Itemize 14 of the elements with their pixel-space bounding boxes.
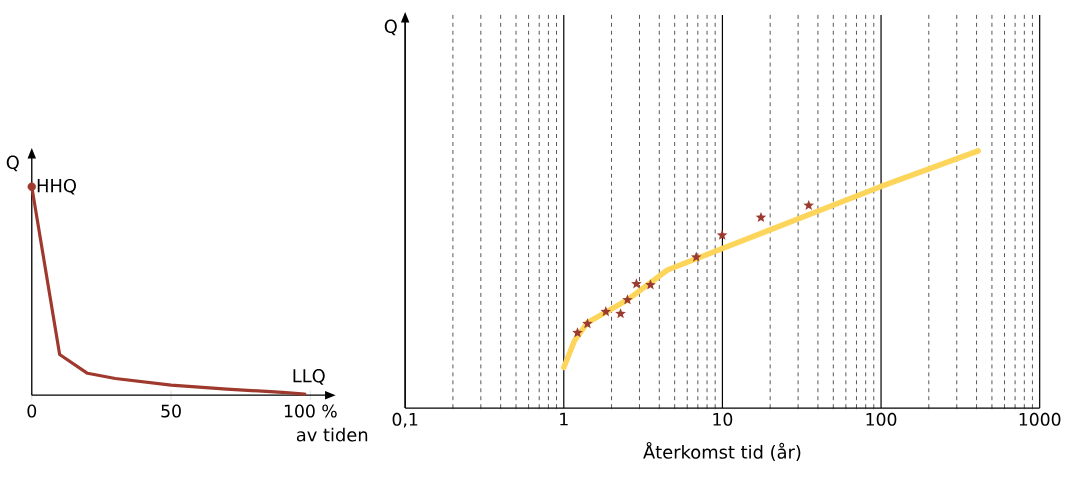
annotation: HHQ [37,179,76,195]
x-tick-label: 1 [560,412,568,426]
y-axis-title: Q [6,155,19,172]
x-tick-label: 10 [713,412,733,427]
x-tick-label: 100 [866,412,897,427]
annotation: LLQ [293,369,325,385]
y-axis-title: Q [384,19,397,36]
x-axis-title: av tiden [296,427,368,442]
x-tick-label: 100 % [284,404,337,418]
x-tick-label: 0 [27,404,37,418]
x-axis-title: Återkomst tid (år) [643,442,801,462]
x-tick-label: 1000 [1019,412,1061,427]
x-tick-label: 50 [161,404,181,418]
x-tick-label: 0,1 [392,412,418,428]
